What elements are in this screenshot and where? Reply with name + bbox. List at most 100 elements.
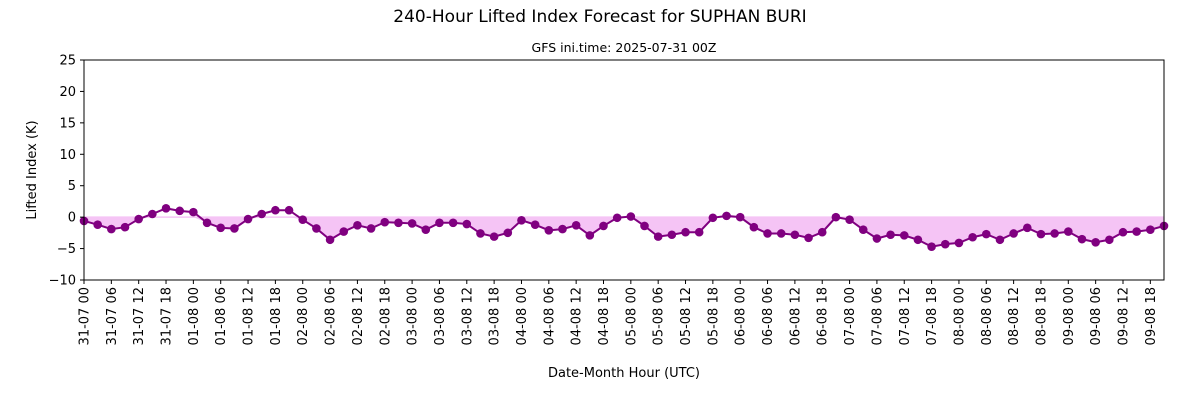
data-point bbox=[790, 230, 800, 240]
data-point bbox=[462, 219, 472, 229]
data-point bbox=[927, 242, 936, 251]
data-point bbox=[995, 235, 1005, 245]
data-point bbox=[312, 224, 321, 233]
x-tick-label: 04-08 06 bbox=[542, 287, 557, 345]
data-point bbox=[1022, 223, 1032, 233]
data-point bbox=[817, 227, 827, 237]
data-point bbox=[899, 231, 909, 240]
y-tick-label: 0 bbox=[68, 211, 76, 226]
x-tick-label: 01-08 00 bbox=[187, 287, 202, 345]
data-point bbox=[134, 214, 143, 224]
y-axis-ticks: −10 −5 0 5 10 15 20 25 bbox=[49, 54, 84, 289]
data-point bbox=[845, 215, 854, 224]
y-tick-label: −10 bbox=[49, 274, 76, 289]
data-point bbox=[476, 229, 485, 238]
data-point bbox=[1146, 225, 1155, 235]
x-tick-label: 31-07 18 bbox=[160, 287, 175, 345]
data-point bbox=[325, 235, 335, 245]
data-point bbox=[1118, 227, 1128, 237]
plot-frame bbox=[83, 59, 1165, 281]
data-point bbox=[175, 206, 184, 216]
y-tick-label: 5 bbox=[68, 179, 76, 194]
x-tick-label: 08-08 12 bbox=[1007, 287, 1022, 345]
data-point bbox=[612, 213, 622, 223]
data-point bbox=[380, 217, 390, 227]
x-tick-label: 03-08 06 bbox=[433, 287, 448, 345]
x-tick-label: 09-08 00 bbox=[1062, 287, 1077, 345]
data-point bbox=[585, 231, 595, 240]
data-point bbox=[571, 221, 581, 230]
data-point bbox=[1091, 237, 1100, 247]
x-tick-label: 02-08 12 bbox=[351, 287, 366, 345]
data-point bbox=[284, 205, 294, 215]
data-point bbox=[981, 229, 991, 239]
y-tick-label: 10 bbox=[59, 148, 76, 163]
data-point bbox=[107, 224, 116, 234]
data-point bbox=[1050, 229, 1059, 238]
x-tick-label: 01-08 12 bbox=[242, 287, 257, 345]
x-axis-label: Date-Month Hour (UTC) bbox=[548, 366, 700, 381]
data-point bbox=[353, 221, 362, 230]
data-point bbox=[407, 219, 417, 228]
x-tick-label: 03-08 00 bbox=[406, 287, 421, 345]
data-point bbox=[202, 218, 212, 228]
data-point bbox=[189, 207, 198, 217]
x-axis-ticks: 31-07 00 31-07 06 31-07 12 31-07 18 01-08 00… bbox=[78, 280, 1159, 345]
data-point bbox=[776, 229, 786, 238]
data-point bbox=[230, 224, 239, 233]
data-point bbox=[913, 235, 923, 245]
x-tick-label: 06-08 06 bbox=[761, 287, 776, 345]
data-point bbox=[394, 218, 403, 228]
data-point bbox=[640, 221, 649, 231]
data-point bbox=[271, 205, 280, 215]
data-point bbox=[503, 228, 513, 238]
x-tick-label: 07-08 06 bbox=[870, 287, 885, 345]
x-tick-label: 03-08 12 bbox=[460, 287, 475, 345]
x-tick-label: 08-08 00 bbox=[952, 287, 967, 345]
data-point bbox=[558, 224, 567, 234]
x-tick-label: 08-08 06 bbox=[980, 287, 995, 345]
data-point bbox=[1132, 227, 1141, 236]
x-tick-label: 05-08 12 bbox=[679, 287, 694, 345]
x-tick-label: 01-08 18 bbox=[269, 287, 284, 345]
data-point bbox=[298, 215, 308, 224]
x-tick-label: 06-08 00 bbox=[734, 287, 749, 345]
data-point bbox=[940, 239, 950, 249]
data-point bbox=[626, 212, 636, 221]
data-point bbox=[161, 204, 171, 213]
x-tick-label: 07-08 12 bbox=[898, 287, 913, 345]
data-point bbox=[93, 220, 102, 229]
data-point bbox=[257, 209, 267, 219]
data-point bbox=[968, 232, 977, 242]
data-point bbox=[694, 227, 704, 237]
x-tick-label: 09-08 18 bbox=[1144, 287, 1159, 345]
data-point bbox=[517, 215, 526, 225]
chart-subtitle: GFS ini.time: 2025-07-31 00Z bbox=[532, 40, 717, 55]
x-tick-label: 31-07 00 bbox=[78, 287, 93, 345]
series-points bbox=[79, 204, 1169, 251]
x-tick-label: 31-07 06 bbox=[105, 287, 120, 345]
data-point bbox=[681, 227, 690, 237]
data-point bbox=[421, 225, 431, 235]
data-point bbox=[735, 212, 745, 222]
x-tick-label: 08-08 18 bbox=[1034, 287, 1049, 345]
data-point bbox=[544, 226, 554, 235]
y-tick-label: 25 bbox=[59, 54, 76, 69]
data-point bbox=[148, 209, 157, 219]
x-tick-label: 05-08 00 bbox=[624, 287, 639, 345]
x-tick-label: 01-08 06 bbox=[214, 287, 229, 345]
data-point bbox=[1105, 235, 1114, 245]
data-point bbox=[886, 230, 895, 240]
x-tick-label: 04-08 12 bbox=[570, 287, 585, 345]
y-tick-label: 20 bbox=[59, 85, 76, 100]
x-tick-label: 04-08 18 bbox=[597, 287, 612, 345]
data-point bbox=[722, 211, 731, 221]
data-point bbox=[954, 238, 964, 248]
data-point bbox=[708, 213, 718, 223]
data-point bbox=[858, 225, 868, 235]
data-point bbox=[339, 227, 349, 236]
data-point bbox=[243, 214, 253, 224]
data-point bbox=[1009, 229, 1018, 238]
data-point bbox=[435, 218, 444, 228]
